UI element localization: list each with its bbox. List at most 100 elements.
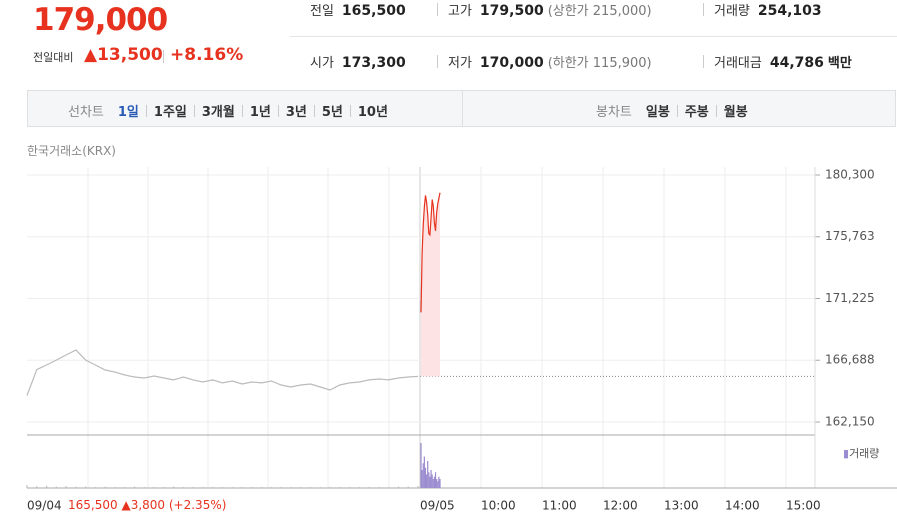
volume-bar xyxy=(422,463,424,488)
tab-group: 선차트 1일 1주일 3개월 1년 3년 5년 10년 xyxy=(68,101,388,120)
volume-bar xyxy=(368,487,370,488)
volume-bar xyxy=(433,476,436,488)
volume-bar xyxy=(432,479,434,488)
tab-separator xyxy=(715,105,717,117)
stat-separator xyxy=(703,3,704,16)
volume-bar xyxy=(251,487,253,488)
stat-value: 170,000 xyxy=(479,55,544,71)
tab-group-label: 선차트 xyxy=(68,105,104,120)
stat-value: 179,500 xyxy=(479,3,544,19)
volume-bar xyxy=(388,487,390,488)
volume-bar xyxy=(231,487,233,488)
volume-bar xyxy=(261,487,263,488)
volume-bar xyxy=(45,485,48,488)
volume-bar xyxy=(329,487,331,488)
tab[interactable]: 1년 xyxy=(249,105,271,120)
volume-bar xyxy=(221,487,224,488)
volume-bar xyxy=(438,476,440,488)
volume-legend: ▮거래량 xyxy=(843,447,880,460)
area xyxy=(421,192,440,377)
change-label: 전일대비 xyxy=(33,51,74,64)
volume-bar xyxy=(143,487,145,488)
x-tick-label: 11:00 xyxy=(542,499,577,513)
tab[interactable]: 5년 xyxy=(321,105,343,120)
stat: 저가 170,000 (하한가 115,900) xyxy=(448,52,652,71)
volume-bar xyxy=(425,474,428,488)
tab-separator xyxy=(349,105,351,117)
prev-close: 165,500 xyxy=(68,498,118,512)
line xyxy=(420,192,441,313)
y-tick-label: 180,300 xyxy=(825,168,875,182)
volume-bar xyxy=(407,486,409,488)
stat-label: 거래대금 xyxy=(714,56,762,71)
volume-bar xyxy=(85,486,87,488)
volume-bar xyxy=(65,486,67,488)
x-tick-label: 09/05 xyxy=(420,499,455,513)
prev-change-value: 3,800 xyxy=(130,498,166,512)
tab-separator xyxy=(193,105,195,117)
tab-separator xyxy=(277,105,279,117)
y-tick-label: 162,150 xyxy=(825,415,875,429)
tab-separator xyxy=(145,105,147,117)
stat-note: (상한가 215,000) xyxy=(547,4,652,19)
y-tick-label: 166,688 xyxy=(825,353,875,367)
volume-bar xyxy=(423,456,425,488)
tab-separator xyxy=(241,105,243,117)
volume-bar xyxy=(163,487,165,488)
tab[interactable]: 1일 xyxy=(117,105,139,120)
x-tick-label: 10:00 xyxy=(481,499,516,513)
tab-separator xyxy=(676,105,678,117)
x-tick-label: 14:00 xyxy=(725,499,760,513)
stat-label: 고가 xyxy=(448,4,472,19)
volume-bar xyxy=(182,487,184,488)
x-tick-label: 12:00 xyxy=(603,499,638,513)
change-value: 13,500 xyxy=(97,45,163,65)
volume-bar xyxy=(417,486,419,488)
volume-bar xyxy=(280,487,282,488)
volume-bar xyxy=(431,474,433,488)
stat-value: 44,786 xyxy=(769,55,824,71)
tab[interactable]: 주봉 xyxy=(684,105,709,120)
volume-bar xyxy=(36,486,38,488)
tab[interactable]: 3년 xyxy=(285,105,307,120)
volume-bar xyxy=(114,487,116,488)
volume-bar xyxy=(428,472,430,488)
volume-bar xyxy=(437,481,439,488)
source: 한국거래소(KRX) xyxy=(27,144,116,158)
volume-bar xyxy=(202,487,204,488)
volume-bar xyxy=(319,487,321,488)
tab[interactable]: 3개월 xyxy=(201,105,235,120)
volume-bar xyxy=(153,487,155,488)
volume-bar xyxy=(348,487,351,488)
stat-value: 254,103 xyxy=(757,3,822,19)
x-tick-label: 15:00 xyxy=(786,499,821,513)
volume-bar xyxy=(339,487,341,488)
volume-bar xyxy=(241,487,243,488)
stat: 고가 179,500 (상한가 215,000) xyxy=(448,0,652,19)
x-tick-label: 09/04 xyxy=(27,499,62,513)
tab[interactable]: 월봉 xyxy=(723,105,748,120)
tab-group: 봉차트 일봉 주봉 월봉 xyxy=(596,101,748,120)
volume-bar xyxy=(133,486,136,488)
stat-label: 거래량 xyxy=(714,4,750,19)
tab[interactable]: 10년 xyxy=(357,105,388,120)
volume-bar xyxy=(434,472,437,488)
tab[interactable]: 일봉 xyxy=(645,105,670,120)
volume-name: 거래량 xyxy=(849,447,880,460)
tab-bar xyxy=(27,90,896,127)
volume-bar xyxy=(55,486,57,488)
tab-group-label: 봉차트 xyxy=(596,105,632,120)
volume-bar xyxy=(358,487,360,488)
volume-bar xyxy=(212,487,214,488)
volume-bar xyxy=(300,487,302,488)
price: 179,000 xyxy=(33,2,168,38)
stat-separator xyxy=(437,3,438,16)
stat: 거래량 254,103 xyxy=(714,0,822,19)
stat: 거래대금 44,786 백만 xyxy=(714,52,852,71)
y-tick-label: 175,763 xyxy=(825,229,875,243)
tab[interactable]: 1주일 xyxy=(153,105,187,120)
volume-bar xyxy=(378,487,380,488)
volume-bar xyxy=(26,485,28,488)
volume-bar xyxy=(173,486,175,488)
stat-separator xyxy=(703,55,704,68)
